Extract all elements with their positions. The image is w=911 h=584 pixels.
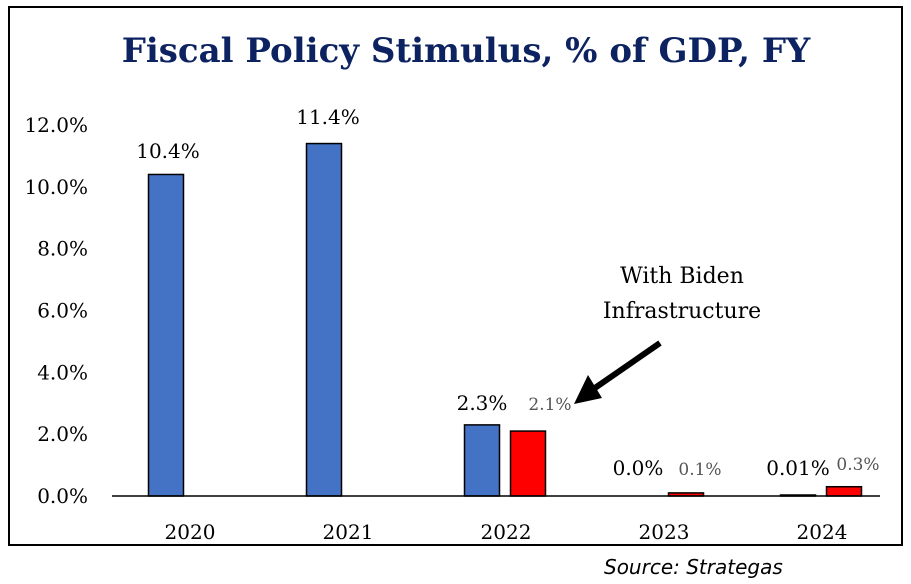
y-tick-labels: 0.0% 2.0% 4.0% 6.0% 8.0% 10.0% 12.0% <box>24 113 88 508</box>
annotation-arrow <box>574 340 662 404</box>
data-label: 11.4% <box>296 105 360 129</box>
y-tick-label: 2.0% <box>37 422 88 446</box>
data-label: 10.4% <box>136 139 200 163</box>
data-label: 2.1% <box>528 395 571 415</box>
y-tick-label: 6.0% <box>37 299 88 323</box>
data-label: 0.0% <box>613 456 664 480</box>
bar-series-2-2024 <box>825 485 863 497</box>
x-tick-label: 2023 <box>639 520 690 544</box>
x-tick-label: 2024 <box>797 520 848 544</box>
x-tick-label: 2022 <box>481 520 532 544</box>
y-tick-label: 0.0% <box>37 484 88 508</box>
data-labels: 10.4% 11.4% 2.3% 0.0% 0.01% 2.1% 0.1% 0.3% <box>136 105 879 480</box>
data-label: 2.3% <box>457 391 508 415</box>
source-note: Source: Strategas <box>604 555 783 579</box>
data-label: 0.01% <box>766 456 830 480</box>
chart-title: Fiscal Policy Stimulus, % of GDP, FY <box>122 31 811 71</box>
bars <box>147 142 863 497</box>
x-tick-label: 2020 <box>165 520 216 544</box>
bar-series-1-2022 <box>463 424 501 497</box>
x-tick-label: 2021 <box>323 520 374 544</box>
bar-series-2-2022 <box>509 430 547 497</box>
y-tick-label: 10.0% <box>24 175 88 199</box>
y-tick-label: 4.0% <box>37 360 88 384</box>
annotation-line1: With Biden <box>620 264 744 289</box>
annotation-line2: Infrastructure <box>603 299 761 324</box>
y-tick-label: 8.0% <box>37 237 88 261</box>
data-label: 0.1% <box>678 460 721 480</box>
bar-series-1-2020 <box>147 173 185 497</box>
x-tick-labels: 2020 2021 2022 2023 2024 <box>165 520 848 544</box>
y-tick-label: 12.0% <box>24 113 88 137</box>
data-label: 0.3% <box>836 455 879 475</box>
bar-series-1-2021 <box>305 142 343 497</box>
